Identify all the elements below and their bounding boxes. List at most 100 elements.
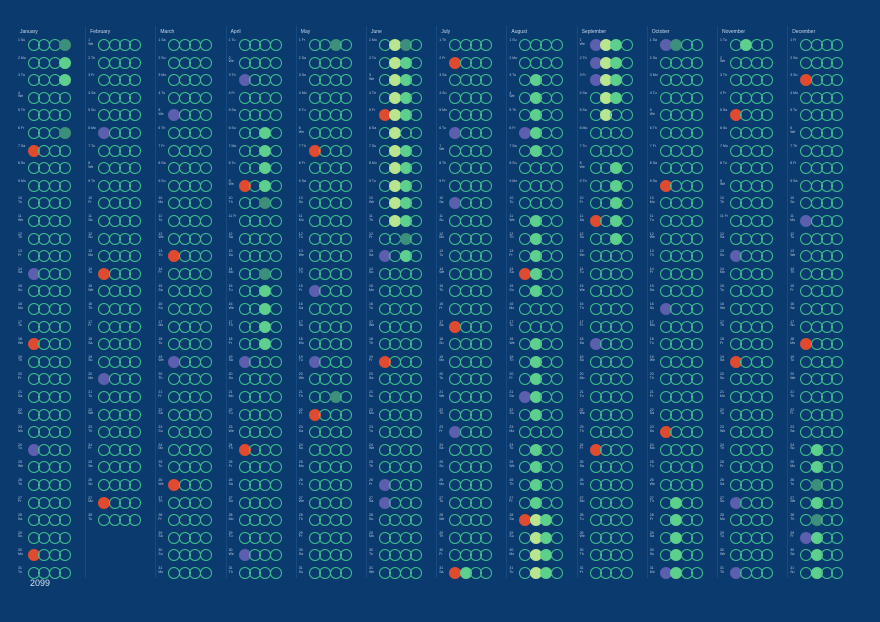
day-row: 15 Mo bbox=[369, 282, 437, 300]
day-label: 26 Sa bbox=[228, 478, 233, 486]
month-name: December bbox=[792, 29, 816, 35]
hour-dot bbox=[269, 408, 282, 421]
hour-dot bbox=[550, 373, 563, 386]
day-label: 5 Fr bbox=[369, 108, 376, 113]
hour-dot bbox=[690, 197, 703, 210]
month-column-march: March 1 Sa 2 Su 3 Mo 4 Tu 5 We 6 Th 7 Fr 8 Sa 9 S… bbox=[158, 28, 226, 580]
day-row: 27 Fr bbox=[509, 494, 577, 512]
day-row: 9 We bbox=[229, 177, 297, 195]
day-label: 19 Su bbox=[579, 354, 584, 363]
day-label: 2 Mo bbox=[509, 55, 518, 60]
day-row: 28 We bbox=[439, 511, 507, 529]
day-row: 6 Su bbox=[229, 124, 297, 142]
day-row: 19 Mo bbox=[439, 353, 507, 371]
hour-dot bbox=[550, 144, 563, 157]
day-row: 30 Fr bbox=[439, 546, 507, 564]
day-label: 19 Th bbox=[18, 354, 23, 363]
day-row: 3 Fr bbox=[580, 71, 648, 89]
day-row: 5 We bbox=[158, 106, 226, 124]
day-row: 1 We bbox=[88, 36, 156, 54]
hour-dot bbox=[480, 338, 493, 351]
day-row: 28 Su bbox=[369, 511, 437, 529]
day-row: 10 Mo bbox=[650, 194, 718, 212]
day-label: 29 Th bbox=[439, 530, 444, 539]
hour-dot bbox=[761, 320, 774, 333]
hour-dot bbox=[761, 355, 774, 368]
day-label: 15 Sa bbox=[649, 284, 655, 292]
day-row: 27 Th bbox=[158, 494, 226, 512]
day-label: 21 We bbox=[439, 390, 445, 398]
day-label: 19 Sa bbox=[720, 354, 725, 363]
day-label: 8 Tu bbox=[228, 161, 236, 166]
day-label: 22 Sa bbox=[158, 407, 163, 416]
day-label: 20 Tu bbox=[439, 372, 444, 380]
day-row: 23 Su bbox=[158, 423, 226, 441]
day-row: 18 Mo bbox=[790, 335, 858, 353]
hour-dot bbox=[761, 39, 774, 51]
hour-dot bbox=[480, 197, 493, 210]
day-label: 13 Su bbox=[228, 249, 233, 257]
day-label: 1 Fr bbox=[790, 38, 797, 42]
hour-dot bbox=[831, 355, 844, 368]
day-row: 15 Sa bbox=[650, 282, 718, 300]
month-divider bbox=[646, 26, 648, 578]
day-row: 28 Th bbox=[299, 511, 367, 529]
hour-dot bbox=[269, 162, 282, 175]
month-divider bbox=[787, 26, 789, 578]
hour-dot bbox=[620, 267, 633, 280]
day-row: 22 Th bbox=[439, 406, 507, 424]
day-label: 31 Tu bbox=[18, 566, 22, 574]
day-row: 20 Fr bbox=[18, 370, 86, 388]
day-row: 22 Sa bbox=[158, 406, 226, 424]
hour-dot bbox=[269, 549, 282, 562]
hour-dot bbox=[339, 461, 352, 474]
hour-dot bbox=[199, 197, 212, 210]
day-row: 19 Sa bbox=[720, 353, 788, 371]
hour-dot bbox=[550, 303, 563, 315]
day-label: 29 Mo bbox=[369, 530, 374, 539]
day-label: 11 Su bbox=[439, 214, 444, 222]
day-label: 8 Fr bbox=[790, 161, 797, 166]
day-label: 30 We bbox=[228, 548, 234, 556]
day-row: 13 Sa bbox=[369, 247, 437, 265]
hour-dot bbox=[761, 391, 774, 403]
day-row: 21 Tu bbox=[580, 388, 648, 406]
day-row: 16 Th bbox=[580, 300, 648, 318]
hour-dot bbox=[480, 303, 493, 315]
hour-dot bbox=[550, 338, 563, 351]
hour-dot bbox=[620, 162, 633, 175]
day-row: 21 Fr bbox=[158, 388, 226, 406]
day-label: 28 Fr bbox=[158, 513, 163, 521]
hour-dot bbox=[410, 56, 423, 69]
day-row: 13 Su bbox=[229, 247, 297, 265]
day-label: 15 Su bbox=[18, 284, 23, 292]
day-label: 5 Th bbox=[509, 108, 517, 113]
day-label: 6 We bbox=[298, 126, 304, 134]
day-row: 11 Th bbox=[369, 212, 437, 230]
hour-dot bbox=[550, 355, 563, 368]
hour-dot bbox=[550, 391, 563, 403]
hour-dot bbox=[761, 531, 774, 544]
day-row: 31 Fr bbox=[580, 564, 648, 582]
hour-dot bbox=[59, 215, 72, 227]
hour-dot bbox=[620, 91, 633, 104]
hour-dot bbox=[550, 162, 563, 175]
day-label: 9 Sa bbox=[298, 178, 306, 183]
day-label: 3 Tu bbox=[509, 73, 517, 78]
day-label: 8 Fr bbox=[298, 161, 306, 166]
day-label: 15 Th bbox=[439, 284, 444, 292]
day-label: 16 Mo bbox=[509, 302, 515, 310]
day-row: 17 Th bbox=[229, 318, 297, 336]
day-row: 4 Mo bbox=[790, 89, 858, 107]
hour-dot bbox=[480, 479, 493, 491]
day-row: 2 Tu bbox=[369, 54, 437, 72]
day-row: 31 Tu bbox=[18, 564, 86, 582]
day-row: 26 Sa bbox=[229, 476, 297, 494]
day-label: 17 We bbox=[369, 319, 375, 328]
day-row: 23 Tu bbox=[369, 423, 437, 441]
hour-dot bbox=[761, 567, 774, 579]
day-label: 17 Fr bbox=[579, 319, 584, 328]
day-label: 16 We bbox=[720, 302, 726, 310]
day-label: 1 Mo bbox=[369, 38, 377, 42]
hour-dot bbox=[480, 531, 493, 544]
